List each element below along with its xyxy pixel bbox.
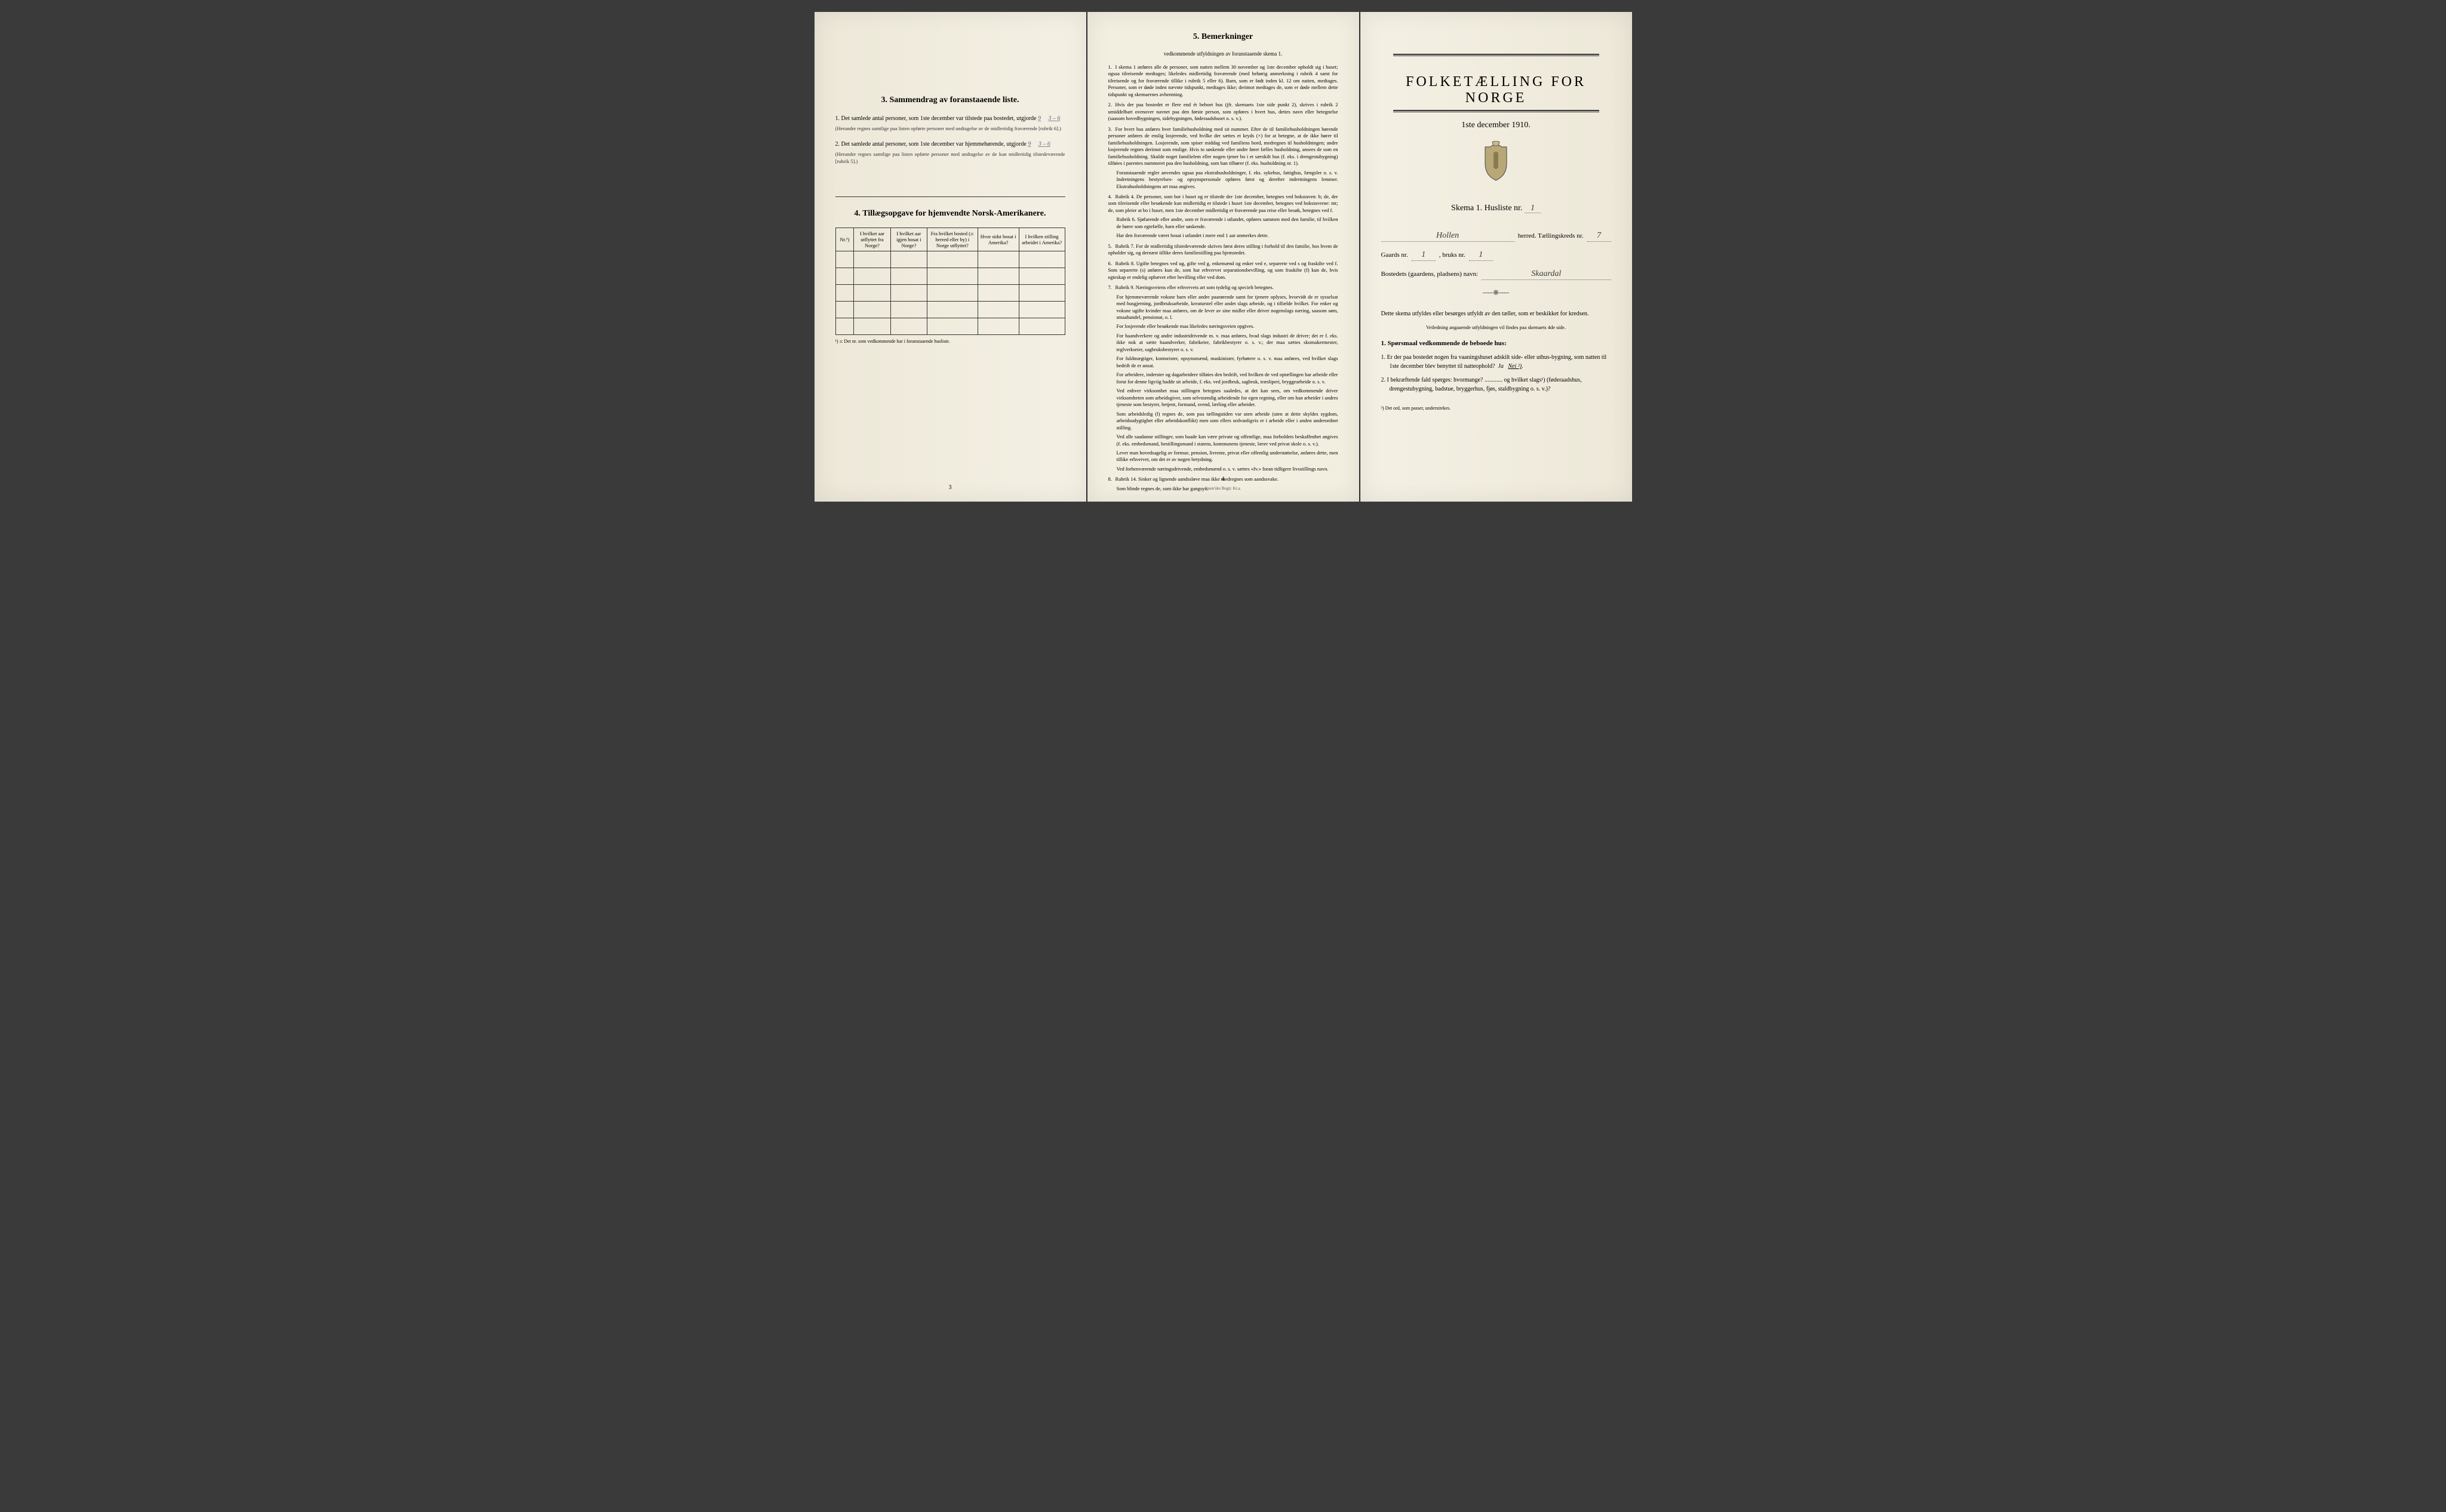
table-row <box>835 251 1065 268</box>
remark-1: 1.I skema 1 anføres alle de personer, so… <box>1108 64 1338 98</box>
question-2: 2. I bekræftende fald spørges: hvormange… <box>1390 376 1611 394</box>
item2-value-1: 9 <box>1028 141 1031 147</box>
table-row <box>835 301 1065 318</box>
remark-7g: Som arbeidsledig (l) regnes de, som paa … <box>1117 411 1338 431</box>
th-nr: Nr.¹) <box>835 228 854 251</box>
skema-line: Skema 1. Husliste nr. 1 <box>1381 204 1611 213</box>
page-3-summary: 3. Sammendrag av foranstaaende liste. 1.… <box>815 12 1086 502</box>
cover-footnote: ²) Det ord, som passer, understrekes. <box>1381 405 1611 411</box>
emigrant-table: Nr.¹) I hvilket aar utflyttet fra Norge?… <box>835 228 1065 335</box>
section-5-title: 5. Bemerkninger <box>1108 32 1338 42</box>
remark-4b: Rubrik 6. Sjøfarende eller andre, som er… <box>1117 216 1338 230</box>
item1-value-1: 9 <box>1038 115 1041 122</box>
remark-7j: Ved forhenværende næringsdrivende, embed… <box>1117 466 1338 472</box>
table-row <box>835 268 1065 284</box>
summary-item-2: 2. Det samlede antal personer, som 1ste … <box>835 140 1065 165</box>
remark-7i: Lever man hovedsagelig av formue, pensio… <box>1117 450 1338 463</box>
item2-value-2: 3 – 6 <box>1038 141 1050 147</box>
item1-text: 1. Det samlede antal personer, som 1ste … <box>835 115 1037 122</box>
item1-note: (Herunder regnes samtlige paa listen opf… <box>835 125 1065 133</box>
summary-item-1: 1. Det samlede antal personer, som 1ste … <box>835 114 1065 133</box>
question-1: 1. Er der paa bostedet nogen fra vaaning… <box>1390 353 1611 371</box>
remark-5: 5.Rubrik 7. For de midlertidig tilstedev… <box>1108 243 1338 257</box>
remark-7d: For fuldmægtiger, kontorister, opsynsmæn… <box>1117 355 1338 369</box>
question-heading: 1. Spørsmaal vedkommende de beboede hus: <box>1381 340 1611 347</box>
remark-7b: For losjerende eller besøkende maa likel… <box>1117 323 1338 330</box>
section-4-title: 4. Tillægsopgave for hjemvendte Norsk-Am… <box>835 209 1065 219</box>
item2-note: (Herunder regnes samtlige paa listen opf… <box>835 151 1065 165</box>
gaard-nr: 1 <box>1421 250 1425 259</box>
section-3-title: 3. Sammendrag av foranstaaende liste. <box>835 96 1065 105</box>
census-date: 1ste december 1910. <box>1381 121 1611 130</box>
remark-7f: Ved enhver virksomhet maa stillingen bet… <box>1117 388 1338 408</box>
section-5-subtitle: vedkommende utfyldningen av foranstaaend… <box>1108 51 1338 57</box>
page-number: 4 <box>1222 476 1225 483</box>
answer-nei: Nei ²) <box>1508 363 1522 370</box>
gaard-label: Gaards nr. <box>1381 251 1408 259</box>
remark-7: 7.Rubrik 9. Næringsveiens eller erhverve… <box>1108 284 1338 472</box>
intro-small: Veiledning angaaende utfyldningen vil fi… <box>1381 324 1611 330</box>
page-4-bemerkninger: 5. Bemerkninger vedkommende utfyldningen… <box>1087 12 1359 502</box>
remark-2: 2.Hvis der paa bostedet er flere end ét … <box>1108 102 1338 122</box>
th-where: Hvor sidst bosat i Amerika? <box>978 228 1019 251</box>
table-footnote: ¹) ɔ: Det nr. som vedkommende har i fora… <box>835 339 1065 344</box>
ornament-icon: ──❋── <box>1381 288 1611 297</box>
intro-text: Dette skema utfyldes eller besørges utfy… <box>1381 309 1611 318</box>
th-year-out: I hvilket aar utflyttet fra Norge? <box>854 228 890 251</box>
remark-7h: Ved alle saadanne stillinger, som baade … <box>1117 434 1338 447</box>
remark-7a: For hjemmeværende voksne barn eller andr… <box>1117 294 1338 321</box>
bosted-label: Bostedets (gaardens, pladsens) navn: <box>1381 271 1479 278</box>
census-title: FOLKETÆLLING FOR NORGE <box>1381 74 1611 106</box>
th-year-back: I hvilket aar igjen bosat i Norge? <box>890 228 927 251</box>
kreds-nr: 7 <box>1597 231 1601 240</box>
gaard-line: Gaards nr. 1 , bruks nr. 1 <box>1381 250 1611 261</box>
item1-value-2: 3 – 6 <box>1048 115 1060 122</box>
answer-ja: Ja <box>1498 363 1503 370</box>
th-from: Fra hvilket bosted (ɔ: herred eller by) … <box>927 228 978 251</box>
table-row <box>835 284 1065 301</box>
bruks-nr: 1 <box>1479 250 1483 259</box>
remark-7c: For haandverkere og andre industridriven… <box>1117 333 1338 353</box>
husliste-nr: 1 <box>1525 204 1541 213</box>
three-page-spread: 3. Sammendrag av foranstaaende liste. 1.… <box>815 12 1632 502</box>
remark-3b: Foranstaaende regler anvendes ogsaa paa … <box>1117 170 1338 190</box>
item2-text: 2. Det samlede antal personer, som 1ste … <box>835 141 1027 147</box>
bruks-label: , bruks nr. <box>1439 251 1465 259</box>
remark-3: 3.For hvert hus anføres hver familiehush… <box>1108 126 1338 190</box>
printer-imprint: Steen'ske Bogtr. Kr.a. <box>1205 486 1242 491</box>
remark-6: 6.Rubrik 8. Ugifte betegnes ved ug, gift… <box>1108 260 1338 281</box>
th-occup: I hvilken stilling arbeidet i Amerika? <box>1019 228 1065 251</box>
herred-value: Hollen <box>1436 231 1459 240</box>
remarks-list: 1.I skema 1 anføres alle de personer, so… <box>1108 64 1338 492</box>
page-1-cover: FOLKETÆLLING FOR NORGE 1ste december 191… <box>1360 12 1632 502</box>
herred-label: herred. Tællingskreds nr. <box>1518 232 1584 239</box>
page-number: 3 <box>949 484 952 491</box>
bosted-value: Skaardal <box>1531 269 1561 278</box>
remark-4c: Har den fraværende været bosat i utlande… <box>1117 232 1338 239</box>
coat-of-arms-icon <box>1381 141 1611 186</box>
bosted-line: Bostedets (gaardens, pladsens) navn: Ska… <box>1381 269 1611 280</box>
remark-7e: For arbeidere, inderster og dagarbeidere… <box>1117 371 1338 385</box>
herred-line: Hollen herred. Tællingskreds nr. 7 <box>1381 231 1611 242</box>
table-row <box>835 318 1065 334</box>
remark-4: 4.Rubrik 4. De personer, som bor i huset… <box>1108 193 1338 239</box>
